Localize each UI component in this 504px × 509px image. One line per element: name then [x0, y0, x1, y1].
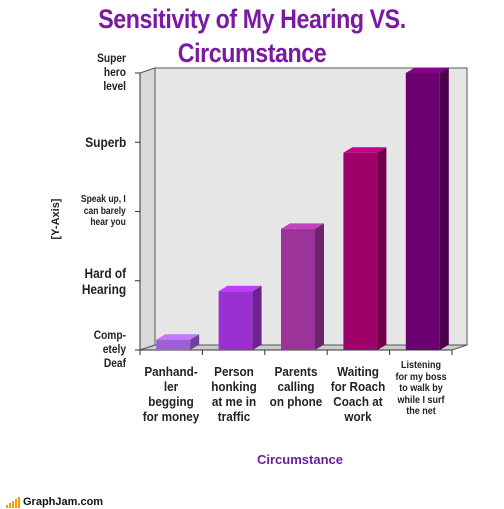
bar-front [343, 152, 378, 350]
bar-top [405, 67, 449, 73]
bar-side [377, 147, 387, 350]
bar-side [439, 67, 449, 350]
x-tick-label: Waiting for Roach Coach at work [331, 364, 386, 424]
x-tick-label: Parents calling on phone [269, 364, 323, 409]
y-tick-label: Hard of Hearing [81, 264, 126, 297]
logo-text: GraphJam.com [23, 496, 104, 508]
bar-side [315, 223, 324, 350]
x-tick-label: Person honking at me in traffic [210, 364, 257, 424]
y-tick-label: Superb [85, 134, 126, 151]
x-tick-label: Panhand- ler begging for money [142, 364, 200, 424]
bar-side [252, 285, 262, 350]
bar-top [343, 147, 387, 153]
bar-top [156, 334, 200, 340]
bar-front [218, 291, 253, 350]
y-tick-label: Speak up, I can barely hear you [81, 194, 126, 229]
bar-front [405, 73, 440, 350]
y-tick-label: Super hero level [97, 51, 126, 93]
logo-bars-icon [6, 497, 20, 508]
x-tick-label: Listening for my boss to walk by while I… [395, 360, 447, 417]
chart-title-line-1: Sensitivity of My Hearing VS. [98, 4, 406, 34]
y-axis-label: [Y-Axis] [50, 198, 62, 240]
bar-top [281, 223, 324, 229]
graphjam-logo: GraphJam.com [6, 494, 103, 508]
bar-front [156, 339, 191, 350]
x-axis-label: Circumstance [257, 452, 343, 467]
bar-front [281, 228, 315, 350]
bar-side [190, 334, 200, 350]
left-wall [139, 67, 156, 351]
bar-top [218, 285, 262, 292]
chart-title-line-2: Circumstance [177, 38, 327, 68]
y-tick-label: Comp- etely Deaf [93, 328, 126, 370]
